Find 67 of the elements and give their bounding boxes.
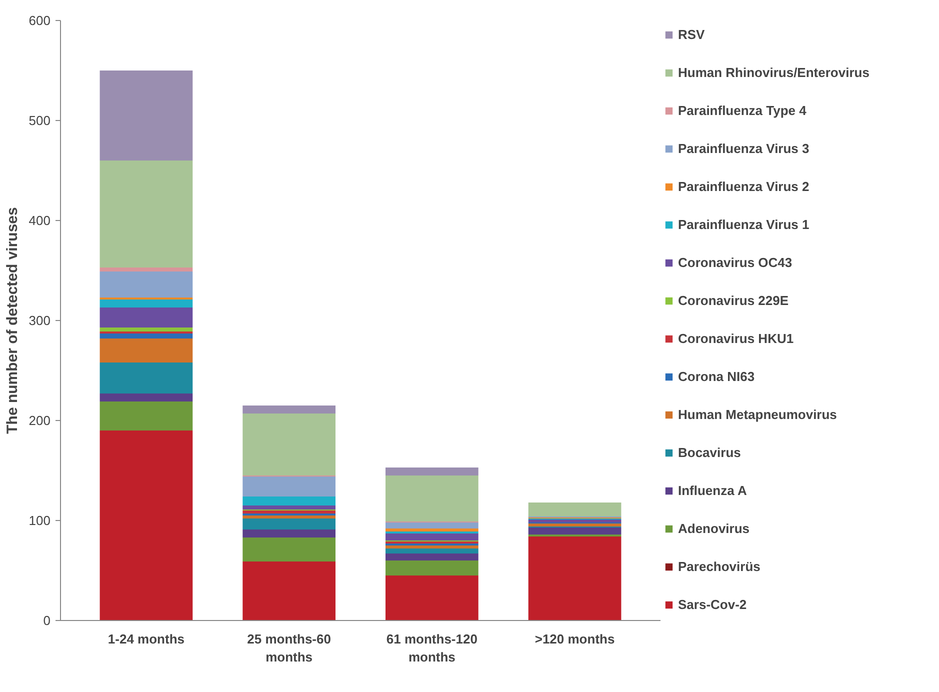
legend-label: Coronavirus HKU1 [678, 330, 794, 348]
legend-label: Corona NI63 [678, 368, 755, 386]
bar [242, 414, 336, 476]
bar [100, 402, 193, 430]
legend-label: Influenza A [678, 482, 747, 500]
legend-label: Parainfluenza Virus 3 [678, 140, 810, 158]
bar [242, 506, 336, 510]
bar [386, 522, 478, 528]
bar [100, 70, 193, 160]
bar [242, 562, 336, 620]
bar [100, 362, 193, 394]
bar [100, 338, 193, 362]
x-tick-label: 61 months-120 months [386, 632, 478, 664]
legend-label: Parainfluenza Virus 2 [678, 178, 810, 196]
x-tick-label: >120 months [534, 632, 615, 646]
bar [386, 554, 478, 560]
bar [242, 538, 336, 562]
y-tick-label: 100 [28, 513, 51, 528]
bar [242, 516, 336, 518]
legend-label: Parechovirüs [678, 558, 760, 576]
bar [100, 272, 193, 298]
y-tick-label: 0 [43, 613, 51, 628]
bar [528, 502, 622, 516]
bar [242, 406, 336, 414]
bar [386, 476, 478, 522]
y-tick-label: 500 [28, 113, 51, 128]
legend-label: Human Rhinovirus/Enterovirus [678, 64, 870, 82]
bar [528, 524, 622, 526]
bar [100, 328, 193, 332]
y-tick-label: 400 [28, 213, 51, 228]
y-tick-label: 600 [28, 13, 51, 28]
bar [386, 546, 478, 548]
legend-label: Bocavirus [678, 444, 741, 462]
legend-label: Adenovirus [678, 520, 750, 538]
bar [386, 528, 478, 532]
y-tick-label: 200 [28, 413, 51, 428]
x-tick-label: 1-24 months [108, 632, 185, 646]
y-axis-title: The number of detected viruses [4, 207, 21, 434]
legend-label: Sars-Cov-2 [678, 596, 747, 614]
bar [386, 468, 478, 476]
bar [386, 548, 478, 554]
bar [242, 496, 336, 506]
bar [100, 308, 193, 328]
legend-label: Parainfluenza Type 4 [678, 102, 806, 120]
legend-label: RSV [678, 26, 705, 44]
bar [100, 334, 193, 338]
bar [242, 530, 336, 538]
bar [242, 518, 336, 530]
bar [386, 576, 478, 620]
bar [100, 430, 193, 620]
bar [386, 560, 478, 576]
bar [100, 160, 193, 268]
bar [100, 394, 193, 402]
bar [528, 536, 622, 620]
bar [242, 476, 336, 496]
bar [100, 268, 193, 272]
legend-label: Coronavirus 229E [678, 292, 789, 310]
y-tick-label: 300 [28, 313, 51, 328]
legend-label: Parainfluenza Virus 1 [678, 216, 810, 234]
x-tick-label: 25 months-60 months [247, 632, 331, 664]
bar [528, 520, 622, 522]
bar [100, 300, 193, 308]
legend-label: Human Metapneumovirus [678, 406, 837, 424]
legend-label: Coronavirus OC43 [678, 254, 792, 272]
bar [528, 528, 622, 534]
bar [242, 510, 336, 514]
bar [386, 534, 478, 540]
